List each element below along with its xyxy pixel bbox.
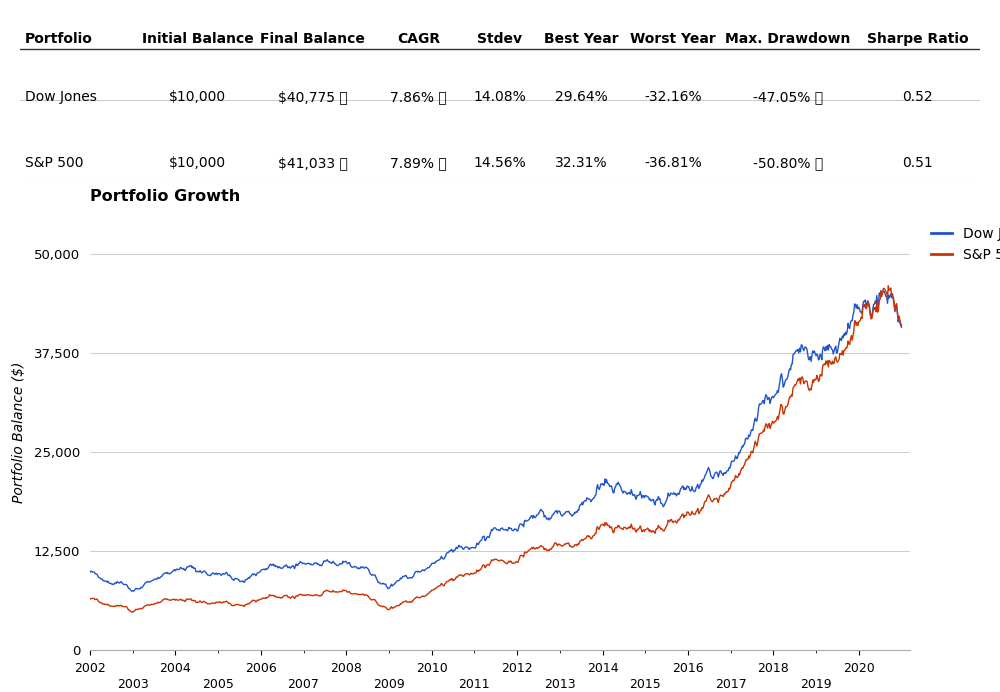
Dow Jones (84, 568, 96, 576)
Text: $10,000: $10,000 (169, 90, 226, 104)
Line: S&P 500: S&P 500 (90, 286, 901, 612)
Text: -50.80% ⓘ: -50.80% ⓘ (753, 156, 823, 170)
Text: 29.64%: 29.64% (555, 90, 608, 104)
Text: S&P 500: S&P 500 (25, 156, 83, 170)
Y-axis label: Portfolio Balance ($): Portfolio Balance ($) (12, 362, 26, 503)
S&P 500 (815, 371, 827, 379)
Dow Jones (895, 323, 907, 331)
Dow Jones (875, 286, 887, 295)
Text: Stdev: Stdev (478, 32, 522, 46)
Legend: Dow Jones, S&P 500: Dow Jones, S&P 500 (925, 221, 1000, 268)
S&P 500 (869, 303, 881, 311)
Text: $41,033 ⓘ: $41,033 ⓘ (278, 156, 348, 170)
Dow Jones (337, 557, 349, 565)
S&P 500 (203, 599, 215, 608)
S&P 500 (155, 598, 167, 606)
Text: $10,000: $10,000 (169, 156, 226, 170)
Text: 0.52: 0.52 (902, 90, 933, 104)
Text: -47.05% ⓘ: -47.05% ⓘ (753, 90, 823, 104)
Text: 14.08%: 14.08% (474, 90, 526, 104)
Text: 0.51: 0.51 (902, 156, 933, 170)
S&P 500 (337, 586, 349, 594)
Text: CAGR: CAGR (397, 32, 440, 46)
Text: 32.31%: 32.31% (555, 156, 608, 170)
Text: Sharpe Ratio: Sharpe Ratio (867, 32, 968, 46)
Dow Jones (155, 573, 167, 581)
Text: 14.56%: 14.56% (474, 156, 526, 170)
S&P 500 (126, 608, 138, 616)
S&P 500 (895, 321, 907, 329)
Dow Jones (203, 571, 215, 579)
Text: 7.89% ⓘ: 7.89% ⓘ (390, 156, 447, 170)
Dow Jones (743, 431, 755, 439)
Dow Jones (128, 587, 140, 595)
S&P 500 (743, 452, 755, 460)
Text: Portfolio: Portfolio (25, 32, 93, 46)
Text: Best Year: Best Year (544, 32, 619, 46)
Text: Worst Year: Worst Year (630, 32, 716, 46)
Text: Portfolio Growth: Portfolio Growth (90, 189, 240, 203)
Text: Final Balance: Final Balance (260, 32, 365, 46)
Text: -36.81%: -36.81% (644, 156, 702, 170)
Dow Jones (815, 351, 827, 359)
S&P 500 (882, 282, 894, 290)
Line: Dow Jones: Dow Jones (90, 291, 901, 591)
Dow Jones (869, 297, 881, 305)
Text: Dow Jones: Dow Jones (25, 90, 97, 104)
Text: $40,775 ⓘ: $40,775 ⓘ (278, 90, 348, 104)
Text: Initial Balance: Initial Balance (142, 32, 253, 46)
Text: -32.16%: -32.16% (644, 90, 702, 104)
S&P 500 (84, 595, 96, 603)
Text: 7.86% ⓘ: 7.86% ⓘ (390, 90, 447, 104)
Text: Max. Drawdown: Max. Drawdown (725, 32, 851, 46)
